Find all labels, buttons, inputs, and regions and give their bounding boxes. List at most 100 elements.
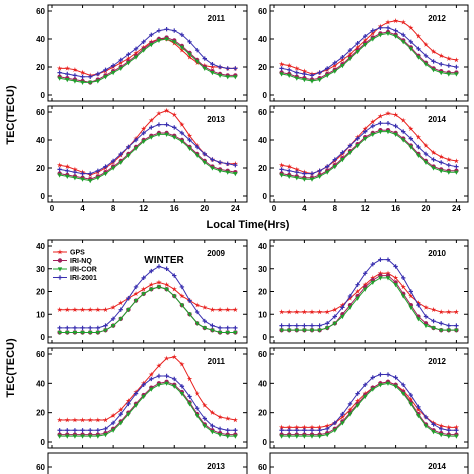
point-gps xyxy=(141,126,147,132)
point-iri-2001 xyxy=(408,392,413,398)
point-iri-2001 xyxy=(187,39,192,44)
point-iri-cor xyxy=(179,392,185,397)
point-iri-cor xyxy=(80,177,85,182)
point-gps xyxy=(217,306,223,312)
y-tick-label: 0 xyxy=(263,438,268,447)
point-iri-2001 xyxy=(279,167,284,172)
point-iri-2001 xyxy=(194,406,200,411)
series-group xyxy=(56,264,239,336)
point-iri-2001 xyxy=(194,144,200,150)
point-iri-2001 xyxy=(225,161,230,166)
point-gps xyxy=(278,309,285,315)
point-iri-cor xyxy=(57,434,62,439)
legend-marker-iri-cor xyxy=(57,267,63,272)
point-gps xyxy=(362,281,368,287)
point-iri-cor xyxy=(385,276,391,281)
point-gps xyxy=(453,424,460,430)
season-label: WINTER xyxy=(144,255,184,266)
point-iri-2001 xyxy=(279,66,284,71)
point-iri-cor xyxy=(302,78,307,83)
point-gps xyxy=(148,371,154,377)
point-iri-cor xyxy=(210,430,215,435)
point-iri-cor xyxy=(95,330,101,336)
y-tick-label: 0 xyxy=(41,91,46,100)
point-gps xyxy=(453,57,460,63)
point-iri-cor xyxy=(88,80,93,85)
point-iri-2001 xyxy=(133,137,139,143)
point-iri-cor xyxy=(80,80,85,85)
point-iri-cor xyxy=(279,434,284,439)
point-iri-cor xyxy=(446,72,451,77)
point-iri-cor xyxy=(416,55,421,60)
point-iri-cor xyxy=(439,328,444,333)
point-iri-2001 xyxy=(401,32,406,37)
point-gps xyxy=(294,166,300,172)
point-gps xyxy=(156,362,162,368)
point-iri-2001 xyxy=(202,318,207,324)
point-iri-2001 xyxy=(378,121,383,126)
point-gps xyxy=(415,33,422,39)
point-iri-2001 xyxy=(179,32,185,37)
point-iri-2001 xyxy=(141,39,146,44)
point-iri-2001 xyxy=(355,136,360,141)
y-tick-label: 0 xyxy=(41,192,46,201)
point-iri-2001 xyxy=(80,171,85,176)
point-iri-2001 xyxy=(57,325,62,331)
point-gps xyxy=(438,309,444,315)
point-iri-2001 xyxy=(347,401,353,407)
point-gps xyxy=(347,406,353,412)
point-gps xyxy=(339,57,346,63)
point-iri-2001 xyxy=(72,170,78,175)
point-gps xyxy=(446,156,452,162)
ylabel-bottom: TEC(TECU) xyxy=(5,338,17,398)
point-iri-2001 xyxy=(179,284,185,290)
point-iri-cor xyxy=(156,38,162,43)
point-iri-cor xyxy=(370,37,375,42)
point-iri-cor xyxy=(317,174,322,179)
series-line-iri-cor xyxy=(281,131,457,180)
point-iri-2001 xyxy=(72,73,78,78)
point-iri-cor xyxy=(126,308,131,313)
legend-label-gps: GPS xyxy=(70,250,85,257)
point-iri-2001 xyxy=(110,420,116,426)
point-iri-2001 xyxy=(149,125,154,130)
point-iri-cor xyxy=(210,71,215,76)
y-tick-label: 40 xyxy=(258,242,267,251)
point-iri-cor xyxy=(355,50,360,55)
point-iri-cor xyxy=(126,153,131,158)
point-iri-cor xyxy=(385,130,391,135)
point-iri-cor xyxy=(233,434,238,439)
point-gps xyxy=(141,286,147,292)
point-gps xyxy=(125,398,132,404)
point-gps xyxy=(64,163,70,169)
point-gps xyxy=(301,309,308,315)
point-gps xyxy=(446,424,452,430)
point-iri-2001 xyxy=(65,71,70,77)
panel-2014-9: 60 2014 xyxy=(258,452,469,474)
x-tick-label: 8 xyxy=(333,204,338,213)
point-iri-cor xyxy=(431,430,436,435)
point-iri-2001 xyxy=(156,28,162,33)
point-gps xyxy=(446,55,452,61)
point-iri-cor xyxy=(363,43,368,48)
point-iri-cor xyxy=(294,76,299,81)
point-iri-2001 xyxy=(393,375,398,380)
point-iri-cor xyxy=(431,326,436,331)
point-gps xyxy=(400,117,406,123)
point-iri-cor xyxy=(287,73,292,78)
point-iri-2001 xyxy=(80,428,85,433)
point-gps xyxy=(194,302,200,308)
point-iri-2001 xyxy=(363,34,368,39)
series-line-gps xyxy=(59,356,236,421)
point-iri-cor xyxy=(95,434,101,439)
point-iri-cor xyxy=(309,328,315,333)
point-gps xyxy=(125,55,132,61)
point-iri-2001 xyxy=(103,323,108,328)
point-iri-2001 xyxy=(118,151,123,157)
xlabel: Local Time(Hrs) xyxy=(207,219,290,231)
point-iri-cor xyxy=(179,45,185,50)
y-tick-label: 20 xyxy=(258,288,267,297)
point-gps xyxy=(79,306,86,312)
year-label: 2011 xyxy=(208,14,226,23)
point-iri-2001 xyxy=(233,163,238,168)
